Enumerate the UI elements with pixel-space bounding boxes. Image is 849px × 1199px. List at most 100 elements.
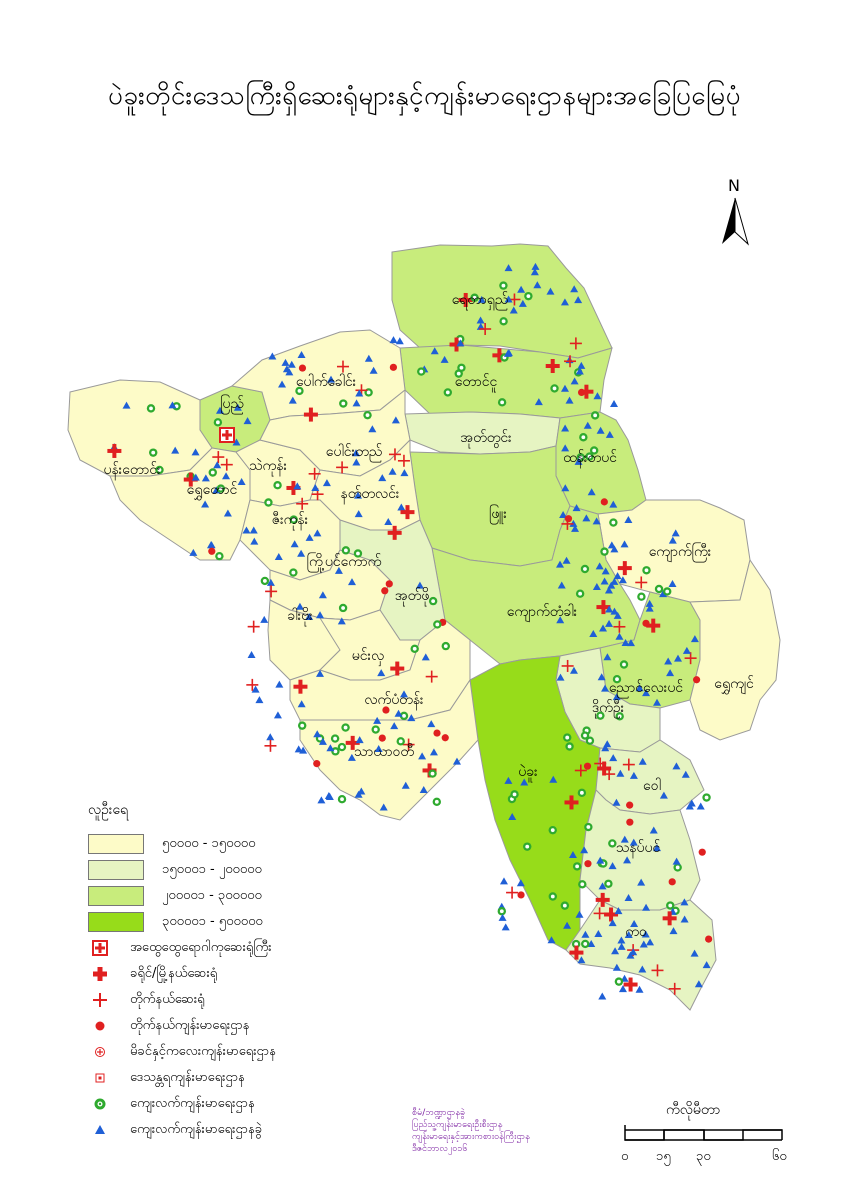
sub-rural-health-center-icon	[649, 826, 658, 834]
rural-health-center-icon	[589, 446, 599, 455]
sub-rural-health-center-icon	[247, 651, 256, 659]
rural-health-center-icon	[596, 711, 605, 720]
sub-rural-health-center-icon	[353, 491, 362, 499]
station-health-center-icon	[389, 363, 398, 371]
rural-health-center-icon	[615, 712, 624, 721]
district-hospital-icon	[646, 618, 661, 633]
credit-line: ဒီဇင်ဘာလ၂၀၁၆	[412, 1144, 468, 1154]
sub-rural-health-center-icon	[355, 736, 364, 744]
rural-health-center-icon	[550, 384, 559, 393]
rural-health-center-icon	[396, 737, 405, 746]
rural-health-center-icon	[208, 468, 217, 477]
general-hospital-icon	[92, 940, 108, 956]
sub-rural-health-center-icon	[623, 856, 632, 864]
sub-rural-health-center-icon	[397, 503, 406, 511]
station-hospital-icon	[336, 461, 349, 474]
sub-rural-health-center-icon	[598, 992, 607, 1000]
district-hospital-icon	[387, 525, 402, 540]
station-health-center-icon	[433, 729, 441, 737]
sub-rural-health-center-icon	[607, 581, 616, 589]
sub-rural-health-center-icon	[504, 295, 513, 303]
rural-health-center-icon	[338, 603, 348, 613]
township-label: ရေတာရှည်	[452, 292, 509, 310]
rural-health-center-icon	[642, 566, 651, 575]
sub-rural-health-center-icon	[681, 770, 690, 778]
legend-symbol-label: မိခင်နှင့်ကလေးကျန်းမာရေးဌာန	[130, 1043, 276, 1059]
sub-rural-health-center-icon	[639, 940, 648, 948]
sub-rural-health-center-icon	[232, 438, 241, 446]
sub-rural-health-center-icon	[293, 482, 302, 490]
station-hospital-icon	[311, 488, 324, 501]
rural-health-center-icon	[213, 418, 223, 427]
sub-rural-health-center-icon	[581, 930, 590, 938]
legend-symbol: ကျေးလက်ကျန်းမာရေးဌာန	[88, 1091, 408, 1117]
sub-rural-health-center-icon	[613, 572, 622, 580]
sub-rural-health-center-icon	[322, 479, 331, 487]
legend-symbol: မိခင်နှင့်ကလေးကျန်းမာရေးဌာန	[88, 1039, 408, 1065]
sub-rural-health-center-icon	[561, 484, 570, 492]
legend-symbol-label: တိုက်နယ်ဆေးရုံ	[130, 991, 205, 1007]
sub-rural-health-center-icon	[278, 380, 287, 388]
scale-title: ကီလိုမီတာ	[666, 1102, 721, 1118]
district-hospital-icon	[623, 977, 638, 992]
sub-rural-health-center-icon	[589, 629, 598, 637]
sub-rural-health-center-icon	[668, 579, 677, 587]
sub-rural-health-center-icon	[452, 757, 461, 765]
sub-rural-health-center-icon	[668, 536, 677, 544]
township-label: ကဝ	[625, 924, 647, 940]
sub-rural-health-center-icon	[295, 602, 304, 610]
sub-rural-health-center-icon	[294, 745, 303, 753]
sub-rural-health-center-icon	[571, 524, 580, 532]
rural-health-center-icon	[590, 411, 600, 420]
station-hospital-icon	[561, 659, 574, 672]
sub-rural-health-center-icon	[201, 500, 210, 508]
sub-rural-health-center-icon	[659, 791, 668, 799]
sub-rural-health-center-icon	[638, 965, 647, 973]
station-hospital-icon	[247, 620, 260, 633]
scale-bar: ကီလိုမီတာ ၀ ၁၅ ၃၀ ၆၀	[620, 1100, 790, 1170]
sub-rural-health-center-icon	[596, 856, 605, 864]
sub-rural-health-center-icon	[390, 722, 399, 730]
sub-rural-health-center-icon	[337, 617, 346, 625]
station-health-center-icon	[298, 364, 307, 372]
rural-health-center-icon	[563, 733, 572, 742]
sub-rural-health-center-icon	[608, 919, 617, 927]
sub-rural-health-center-icon	[168, 401, 177, 409]
north-arrow-icon	[722, 197, 749, 246]
sub-rural-health-center-icon	[249, 526, 258, 534]
rural-health-center-icon	[673, 863, 682, 872]
sub-rural-health-center-icon	[191, 448, 200, 456]
sub-rural-health-center-icon	[702, 961, 711, 969]
sub-rural-health-center-icon	[592, 517, 601, 525]
rural-health-center-icon	[604, 879, 613, 888]
township-label: ပေါက်ခေါင်း	[296, 374, 357, 390]
sub-rural-health-center-icon	[671, 529, 680, 537]
legend-range: ၃၀၀၀၀၁ - ၅၀၀၀၀၀	[88, 909, 408, 935]
rural-health-center-icon	[580, 564, 590, 574]
rural-health-center-icon	[339, 399, 348, 408]
sub-rural-health-center-icon	[207, 541, 216, 549]
sub-rural-health-center-icon	[597, 673, 606, 681]
legend-heading: လူဦးရေ	[88, 802, 129, 818]
sub-rural-health-center-icon	[520, 778, 529, 786]
sub-rural-health-center-icon	[352, 399, 361, 407]
sub-rural-health-center-icon	[223, 509, 232, 517]
sub-rural-health-center-icon	[565, 396, 574, 404]
sub-rural-health-center-icon	[605, 619, 614, 627]
rural-health-center-icon	[497, 398, 507, 407]
district-hospital-icon	[596, 600, 611, 615]
sub-rural-health-center-icon	[509, 306, 518, 314]
station-hospital-icon	[593, 907, 606, 920]
sub-rural-health-center-icon	[642, 689, 651, 697]
sub-rural-health-center-icon	[629, 948, 638, 956]
sub-rural-health-center-icon	[373, 716, 382, 724]
rural-health-center-icon	[341, 546, 351, 555]
sub-rural-health-center-icon	[646, 938, 655, 946]
sub-rural-health-center-icon	[242, 526, 251, 534]
rural-health-center-icon	[579, 433, 588, 442]
legend-swatch	[88, 860, 144, 880]
station-health-center-icon	[517, 891, 525, 899]
sub-rural-health-center-icon	[368, 425, 377, 433]
sub-rural-health-center-icon	[570, 377, 579, 385]
